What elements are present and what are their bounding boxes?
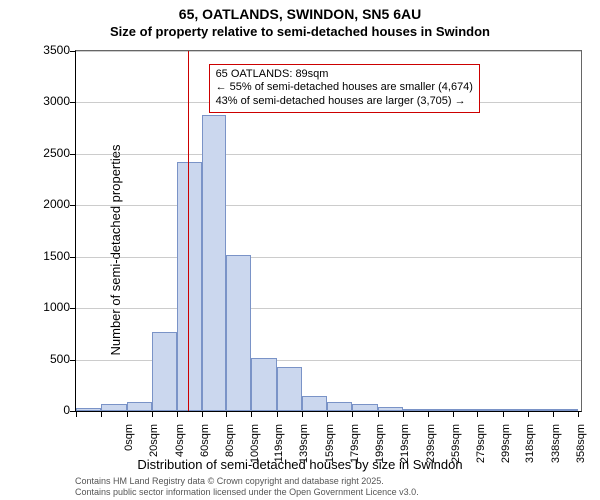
- x-tick-label: 159sqm: [324, 424, 336, 474]
- x-tick: [528, 411, 529, 417]
- y-tick: [70, 308, 76, 309]
- chart-container: 65, OATLANDS, SWINDON, SN5 6AU Size of p…: [0, 0, 600, 500]
- histogram-bar: [302, 396, 327, 411]
- chart-title: 65, OATLANDS, SWINDON, SN5 6AU: [0, 6, 600, 22]
- y-tick-label: 0: [30, 403, 70, 417]
- gridline: [76, 257, 581, 258]
- annotation-line: 43% of semi-detached houses are larger (…: [216, 95, 473, 109]
- x-tick: [553, 411, 554, 417]
- histogram-bar: [76, 408, 101, 411]
- attribution-line2: Contains public sector information licen…: [75, 487, 419, 498]
- x-tick-label: 100sqm: [249, 424, 261, 474]
- annotation-line: 65 OATLANDS: 89sqm: [216, 68, 473, 82]
- histogram-bar: [101, 404, 126, 411]
- histogram-bar: [226, 255, 251, 411]
- x-tick: [76, 411, 77, 417]
- x-tick-label: 219sqm: [399, 424, 411, 474]
- x-tick-label: 20sqm: [148, 424, 160, 474]
- annotation-box: 65 OATLANDS: 89sqm← 55% of semi-detached…: [209, 64, 480, 113]
- x-tick-label: 119sqm: [273, 424, 285, 474]
- histogram-bar: [503, 409, 528, 411]
- y-tick: [70, 360, 76, 361]
- y-tick-label: 1000: [30, 300, 70, 314]
- histogram-bar: [477, 409, 502, 411]
- y-tick-label: 500: [30, 352, 70, 366]
- x-tick-label: 139sqm: [298, 424, 310, 474]
- histogram-bar: [177, 162, 202, 411]
- histogram-bar: [378, 407, 403, 411]
- x-tick-label: 80sqm: [224, 424, 236, 474]
- x-tick: [127, 411, 128, 417]
- x-tick-label: 40sqm: [174, 424, 186, 474]
- histogram-bar: [553, 409, 578, 411]
- chart-subtitle: Size of property relative to semi-detach…: [0, 24, 600, 39]
- x-tick-label: 259sqm: [450, 424, 462, 474]
- histogram-bar: [352, 404, 377, 411]
- x-tick: [101, 411, 102, 417]
- x-tick: [327, 411, 328, 417]
- y-tick-label: 1500: [30, 249, 70, 263]
- x-tick: [428, 411, 429, 417]
- x-tick: [477, 411, 478, 417]
- x-tick-label: 279sqm: [475, 424, 487, 474]
- attribution-line1: Contains HM Land Registry data © Crown c…: [75, 476, 419, 487]
- y-tick: [70, 102, 76, 103]
- plot-area: 65 OATLANDS: 89sqm← 55% of semi-detached…: [75, 50, 582, 412]
- x-tick-label: 299sqm: [500, 424, 512, 474]
- x-tick-label: 60sqm: [199, 424, 211, 474]
- x-tick-label: 358sqm: [575, 424, 587, 474]
- x-tick-label: 338sqm: [550, 424, 562, 474]
- y-tick: [70, 257, 76, 258]
- x-tick: [503, 411, 504, 417]
- histogram-bar: [277, 367, 302, 411]
- x-tick: [352, 411, 353, 417]
- x-tick: [403, 411, 404, 417]
- gridline: [76, 51, 581, 52]
- histogram-bar: [251, 358, 276, 411]
- x-tick-label: 239sqm: [425, 424, 437, 474]
- x-tick: [226, 411, 227, 417]
- histogram-bar: [327, 402, 352, 411]
- y-tick-label: 2500: [30, 146, 70, 160]
- histogram-bar: [453, 409, 477, 411]
- histogram-bar: [428, 409, 453, 411]
- x-tick: [277, 411, 278, 417]
- histogram-bar: [528, 409, 553, 411]
- x-tick: [177, 411, 178, 417]
- y-tick: [70, 205, 76, 206]
- x-tick: [152, 411, 153, 417]
- gridline: [76, 308, 581, 309]
- x-tick: [202, 411, 203, 417]
- x-tick: [578, 411, 579, 417]
- marker-line: [188, 51, 189, 411]
- y-tick-label: 3500: [30, 43, 70, 57]
- gridline: [76, 154, 581, 155]
- histogram-bar: [152, 332, 177, 411]
- histogram-bar: [202, 115, 226, 411]
- x-tick-label: 318sqm: [524, 424, 536, 474]
- y-tick: [70, 154, 76, 155]
- y-tick: [70, 51, 76, 52]
- gridline: [76, 205, 581, 206]
- x-tick-label: 179sqm: [349, 424, 361, 474]
- x-tick: [251, 411, 252, 417]
- x-tick-label: 0sqm: [123, 424, 135, 474]
- y-tick-label: 2000: [30, 197, 70, 211]
- x-tick: [378, 411, 379, 417]
- x-tick: [453, 411, 454, 417]
- annotation-line: ← 55% of semi-detached houses are smalle…: [216, 81, 473, 95]
- attribution-text: Contains HM Land Registry data © Crown c…: [75, 476, 419, 498]
- histogram-bar: [403, 409, 428, 411]
- x-tick: [302, 411, 303, 417]
- histogram-bar: [127, 402, 152, 411]
- x-tick-label: 199sqm: [374, 424, 386, 474]
- y-tick-label: 3000: [30, 94, 70, 108]
